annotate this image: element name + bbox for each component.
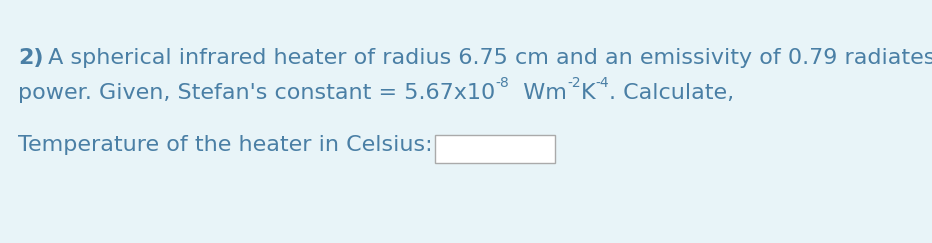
Text: K: K <box>581 83 596 103</box>
Text: Wm: Wm <box>509 83 567 103</box>
Text: 2): 2) <box>18 48 44 68</box>
Text: A spherical infrared heater of radius 6.75 cm and an emissivity of 0.79 radiates: A spherical infrared heater of radius 6.… <box>41 48 932 68</box>
Text: -8: -8 <box>495 76 509 90</box>
Text: Temperature of the heater in Celsius:: Temperature of the heater in Celsius: <box>18 135 432 155</box>
Text: . Calculate,: . Calculate, <box>609 83 733 103</box>
Text: -2: -2 <box>567 76 581 90</box>
Text: -4: -4 <box>596 76 609 90</box>
Text: power. Given, Stefan's constant = 5.67x10: power. Given, Stefan's constant = 5.67x1… <box>18 83 495 103</box>
Bar <box>434 135 555 163</box>
